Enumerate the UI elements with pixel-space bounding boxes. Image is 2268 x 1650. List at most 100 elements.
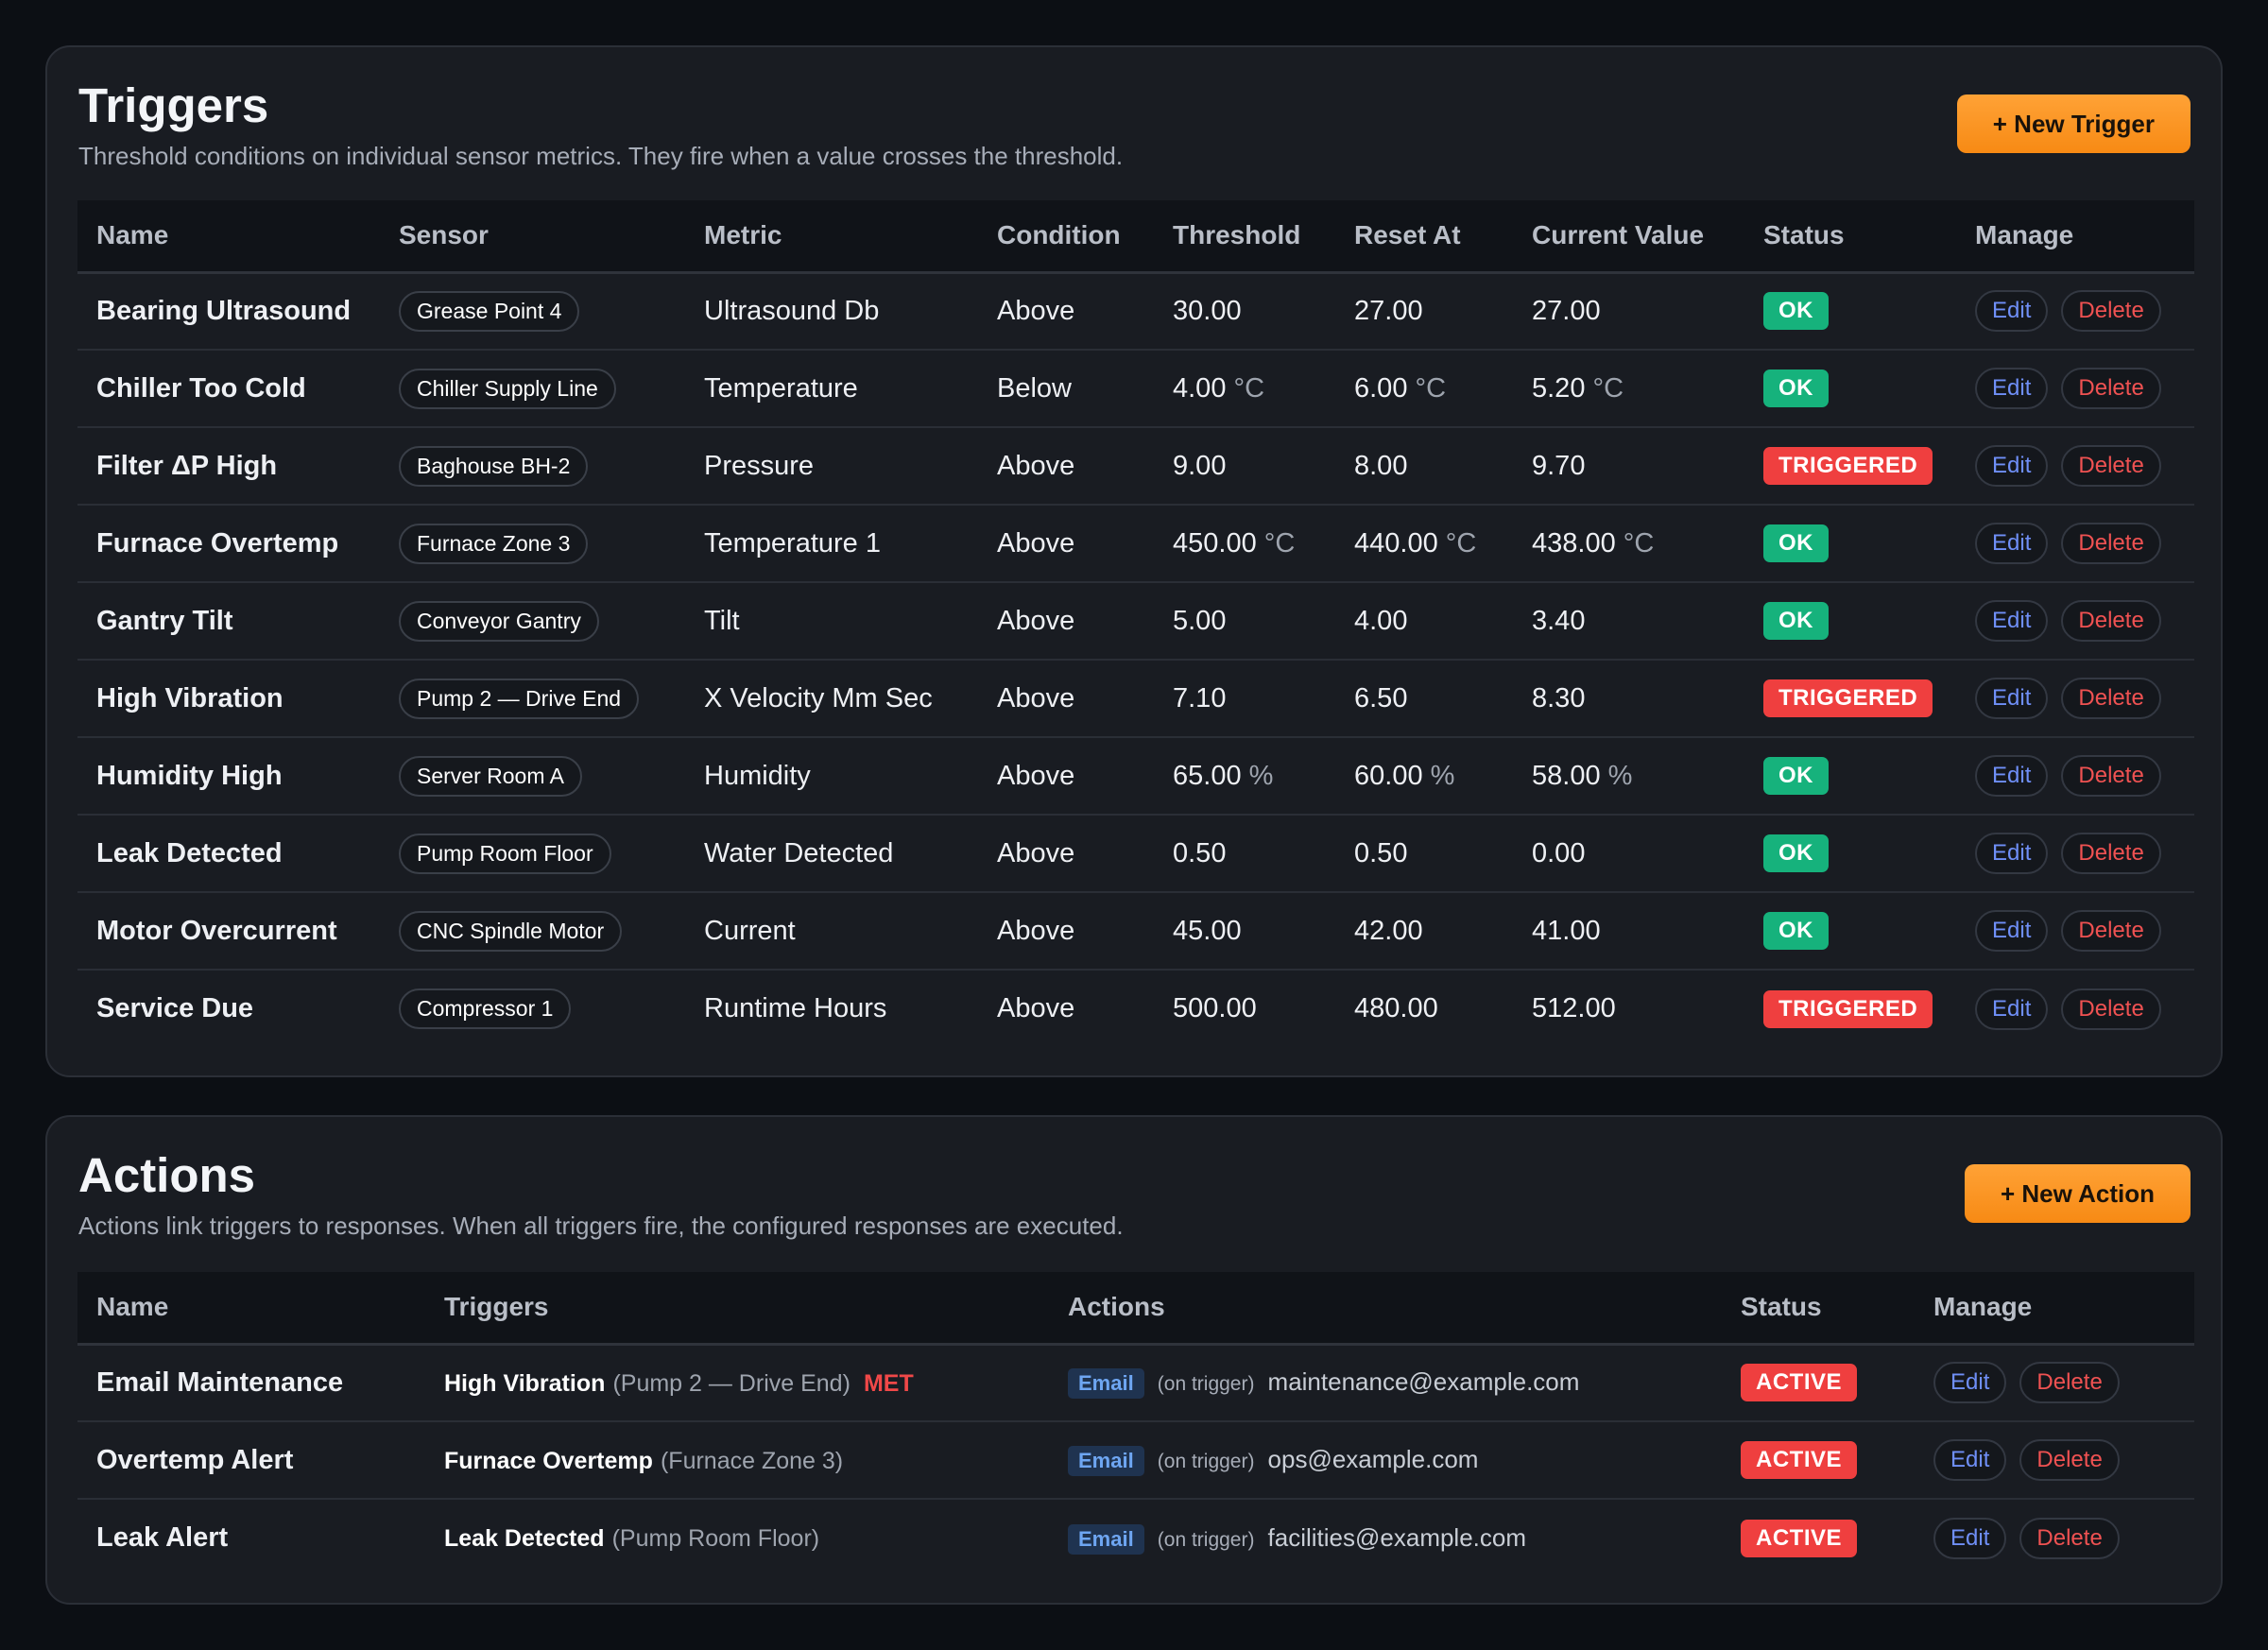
delete-button[interactable]: Delete [2061,290,2161,333]
edit-button[interactable]: Edit [1933,1517,2007,1559]
col-name: Name [77,1272,425,1346]
sensor-chip[interactable]: Pump Room Floor [399,833,611,874]
metric: Water Detected [685,815,978,893]
edit-button[interactable]: Edit [1933,1362,2007,1404]
metric: Humidity [685,737,978,816]
table-row: High Vibration Pump 2 — Drive End X Velo… [77,660,2194,738]
metric: Ultrasound Db [685,272,978,351]
triggers-header-row: Name Sensor Metric Condition Threshold R… [77,200,2194,274]
sensor-chip[interactable]: Grease Point 4 [399,290,580,332]
delete-button[interactable]: Delete [2019,1439,2120,1481]
edit-button[interactable]: Edit [1933,1439,2007,1481]
delete-button[interactable]: Delete [2061,368,2161,409]
sensor-chip[interactable]: Furnace Zone 3 [399,523,589,564]
delete-button[interactable]: Delete [2061,600,2161,642]
trigger-name: Gantry Tilt [77,582,380,661]
email-address: facilities@example.com [1267,1522,1527,1552]
delete-button[interactable]: Delete [2061,445,2161,487]
delete-button[interactable]: Delete [2061,988,2161,1030]
edit-button[interactable]: Edit [1975,755,2049,797]
sensor-chip[interactable]: Chiller Supply Line [399,368,616,409]
condition: Above [997,993,1075,1023]
trigger-link[interactable]: High Vibration [444,1369,606,1397]
delete-button[interactable]: Delete [2061,833,2161,874]
trigger-name: Motor Overcurrent [77,892,380,971]
status-badge: ACTIVE [1741,1519,1858,1557]
edit-button[interactable]: Edit [1975,833,2049,874]
edit-button[interactable]: Edit [1975,368,2049,409]
delete-button[interactable]: Delete [2061,755,2161,797]
status-badge: TRIGGERED [1763,679,1933,717]
status-badge: OK [1763,370,1829,407]
col-manage: Manage [1956,200,2194,274]
current-cell: 9.70 [1513,427,1744,506]
reset-value: 0.50 [1354,837,1408,868]
threshold-cell: 65.00 % [1154,737,1335,816]
current-cell: 512.00 [1513,970,1744,1047]
reset-cell: 60.00 % [1335,737,1513,816]
delete-button[interactable]: Delete [2019,1362,2120,1404]
actions-panel: Actions Actions link triggers to respons… [45,1115,2223,1605]
edit-button[interactable]: Edit [1975,678,2049,719]
metric: Current [685,892,978,971]
threshold-cell: 450.00 °C [1154,505,1335,583]
reset-cell: 440.00 °C [1335,505,1513,583]
reset-cell: 6.00 °C [1335,350,1513,428]
action-name: Overtemp Alert [77,1421,425,1500]
condition: Above [978,892,1154,971]
current-value: 58.00 [1532,760,1601,791]
condition: Above [978,582,1154,661]
current-value: 5.20 [1532,372,1586,404]
current-cell: 27.00 [1513,272,1744,351]
sensor-chip[interactable]: Server Room A [399,755,582,797]
manage-cell: Edit Delete [1956,272,2194,351]
sensor-chip[interactable]: Compressor 1 [399,988,572,1029]
status-cell: OK [1744,815,1956,893]
threshold-value: 30.00 [1173,295,1242,326]
condition: Below [978,350,1154,428]
current-value: 27.00 [1532,295,1601,326]
status-badge: OK [1763,912,1829,950]
current-cell: 3.40 [1513,582,1744,661]
new-action-button[interactable]: + New Action [1964,1164,2191,1223]
new-trigger-button[interactable]: + New Trigger [1956,95,2191,153]
sensor-cell: Conveyor Gantry [380,582,685,661]
triggers-title: Triggers [78,78,269,132]
trigger-link[interactable]: Leak Detected [444,1525,605,1552]
action-when: (on trigger) [1157,1451,1255,1472]
sensor-chip[interactable]: Conveyor Gantry [399,600,599,642]
sensor-chip[interactable]: CNC Spindle Motor [399,910,623,952]
threshold-value: 65.00 [1173,760,1242,791]
edit-button[interactable]: Edit [1975,988,2049,1030]
sensor-chip[interactable]: Baghouse BH-2 [399,445,589,487]
edit-button[interactable]: Edit [1975,910,2049,952]
reset-cell: 27.00 [1335,272,1513,351]
sensor-cell: Grease Point 4 [380,272,685,351]
table-row: Furnace Overtemp Furnace Zone 3 Temperat… [77,505,2194,583]
current-value: 512.00 [1532,993,1616,1023]
edit-button[interactable]: Edit [1975,445,2049,487]
col-reset-at: Reset At [1335,200,1513,274]
reset-cell: 6.50 [1335,660,1513,738]
status-badge: OK [1763,834,1829,872]
current-cell: 58.00 % [1513,737,1744,816]
current-unit: % [1607,760,1633,791]
metric: Pressure [685,427,978,506]
edit-button[interactable]: Edit [1975,523,2049,564]
delete-button[interactable]: Delete [2061,523,2161,564]
sensor-chip[interactable]: Pump 2 — Drive End [399,678,640,719]
delete-button[interactable]: Delete [2019,1517,2120,1559]
edit-button[interactable]: Edit [1975,290,2049,333]
threshold-cell: 45.00 [1154,892,1335,971]
delete-button[interactable]: Delete [2061,678,2161,719]
reset-cell: 8.00 [1335,427,1513,506]
edit-button[interactable]: Edit [1975,600,2049,642]
col-status: Status [1744,200,1956,274]
condition: Above [978,660,1154,738]
trigger-link[interactable]: Furnace Overtemp [444,1447,653,1474]
current-cell: 8.30 [1513,660,1744,738]
delete-button[interactable]: Delete [2061,910,2161,952]
sensor-cell: Furnace Zone 3 [380,505,685,583]
status-cell: TRIGGERED [1744,660,1956,738]
actions-cell: Email (on trigger) maintenance@example.c… [1049,1344,1722,1422]
